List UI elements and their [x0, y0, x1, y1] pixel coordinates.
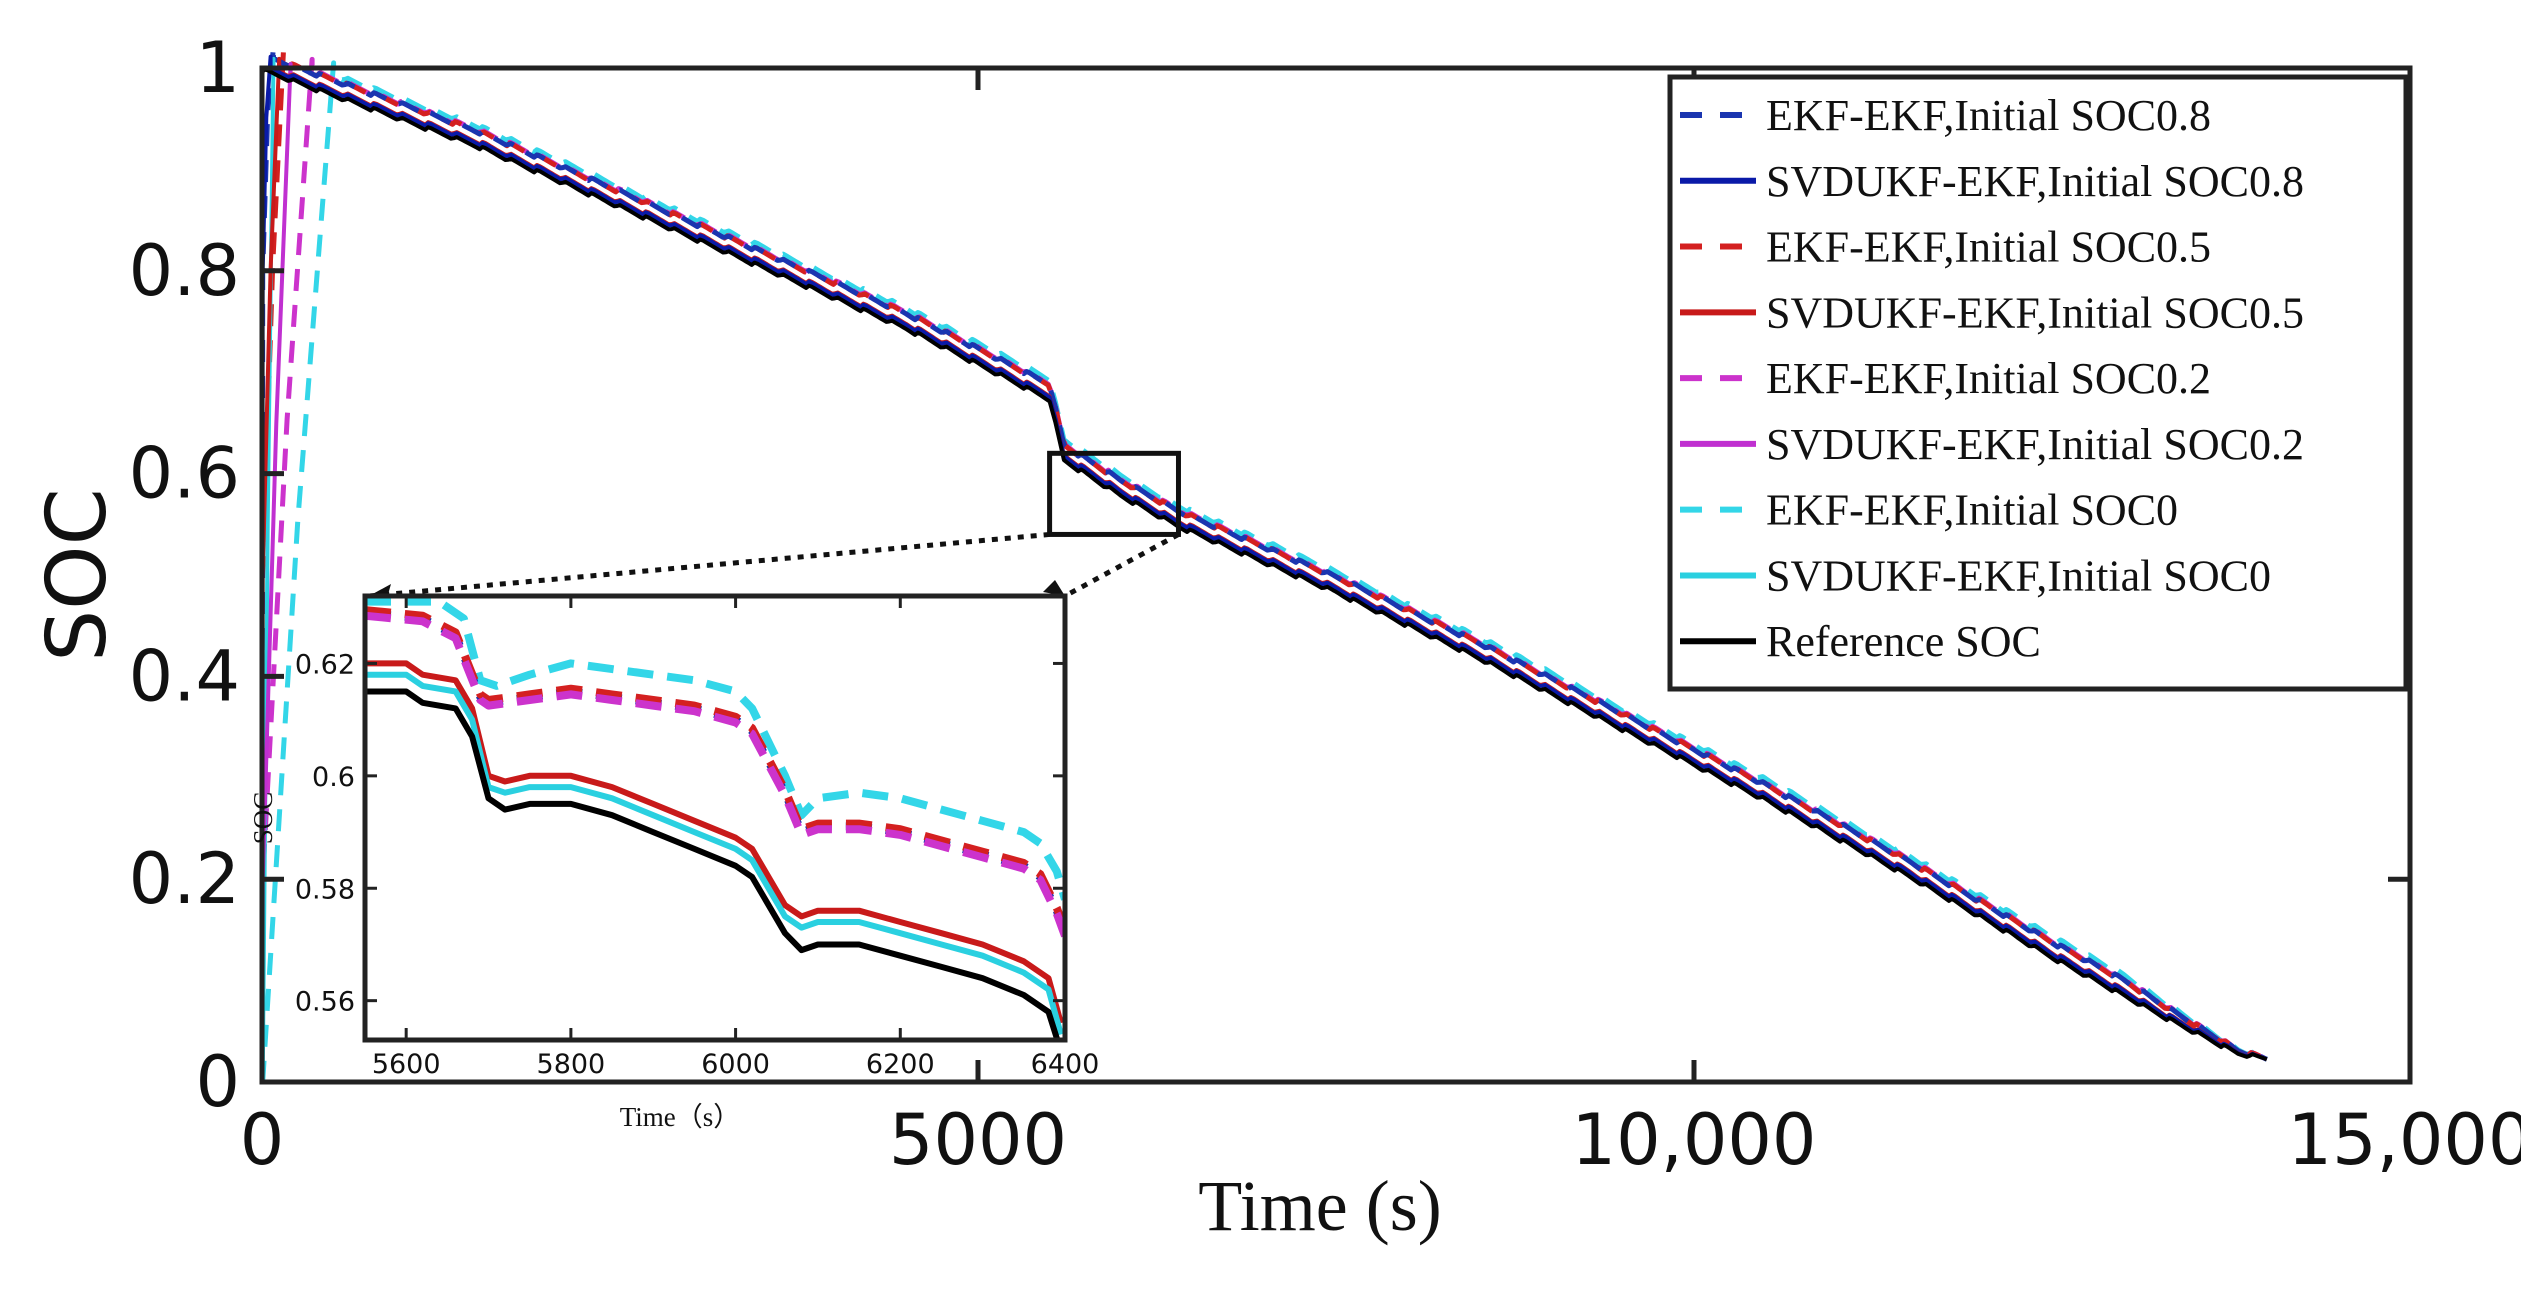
- inset-y-tick-label: 0.56: [295, 987, 355, 1018]
- y-tick-label: 0.8: [129, 230, 240, 312]
- legend-label-svdukf-ekf-initial-soc0-2: SVDUKF-EKF,Initial SOC0.2: [1766, 420, 2304, 469]
- series-line-svdukf-ekf-initial-soc0-8: [260, 54, 2268, 1083]
- main-axes: 0 5000 10,000 15,000 0 0.2 0.4 0.6 0.8 1 SOC Time (…: [30, 27, 2521, 1246]
- series-line-reference-soc: [260, 67, 2268, 1062]
- legend-label-svdukf-ekf-initial-soc0-5: SVDUKF-EKF,Initial SOC0.5: [1766, 288, 2304, 337]
- legend-label-ekf-ekf-initial-soc0: EKF-EKF,Initial SOC0: [1766, 486, 2178, 535]
- inset-y-tick-label: 0.58: [295, 874, 355, 905]
- x-tick-label: 5000: [889, 1099, 1067, 1181]
- y-tick-label: 0.2: [129, 838, 240, 920]
- x-tick-label: 15,000: [2288, 1099, 2521, 1181]
- inset-frame: [362, 593, 1068, 1043]
- legend-label-reference-soc: Reference SOC: [1766, 617, 2041, 666]
- inset-line-ekf-ekf-initial-soc0-5: [365, 606, 1065, 932]
- x-axis-title: Time (s): [1198, 1166, 1441, 1246]
- inset-y-axis-title: SOC: [248, 792, 278, 845]
- zoom-connector-right: [1063, 532, 1180, 599]
- inset-line-ekf-ekf-initial-soc0: [365, 597, 1065, 901]
- inset-x-axis-title: Time（s）: [620, 1102, 741, 1132]
- inset-x-tick-label: 6000: [701, 1049, 770, 1080]
- y-tick-label: 0: [195, 1041, 240, 1123]
- legend-label-ekf-ekf-initial-soc0-5: EKF-EKF,Initial SOC0.5: [1766, 223, 2211, 272]
- inset-curves: [365, 597, 1065, 1040]
- inset-chart: 5600 5800 6000 6200 6400 0.56 0.58 0.6 0.62 SOC Ti…: [248, 593, 1100, 1132]
- legend-label-svdukf-ekf-initial-soc0-8: SVDUKF-EKF,Initial SOC0.8: [1766, 157, 2304, 206]
- y-tick-label: 0.6: [129, 433, 240, 515]
- inset-y-tick-label: 0.62: [295, 649, 355, 680]
- zoom-arrowhead-right: [1043, 580, 1065, 596]
- series-line-ekf-ekf-initial-soc0-8: [259, 44, 2268, 1083]
- legend-label-ekf-ekf-initial-soc0-8: EKF-EKF,Initial SOC0.8: [1766, 91, 2211, 140]
- inset-x-tick-label: 6200: [866, 1049, 935, 1080]
- x-tick-label: 0: [240, 1099, 285, 1181]
- zoom-rectangle: [1047, 450, 1181, 537]
- legend-label-ekf-ekf-initial-soc0-2: EKF-EKF,Initial SOC0.2: [1766, 354, 2211, 403]
- inset-x-tick-label: 5800: [537, 1049, 606, 1080]
- inset-x-tick-label: 5600: [372, 1049, 441, 1080]
- inset-x-tick-label: 6400: [1031, 1049, 1100, 1080]
- inset-line-ekf-ekf-initial-soc0-2: [365, 611, 1065, 938]
- legend-box: [1667, 74, 2409, 692]
- zoom-connector-left: [368, 531, 1050, 599]
- main-series-group: [259, 44, 2268, 1085]
- x-tick-label: 10,000: [1572, 1099, 1817, 1181]
- y-tick-label: 1: [195, 27, 240, 109]
- legend: EKF-EKF,Initial SOC0.8 SVDUKF-EKF,Initial…: [1667, 74, 2409, 692]
- inset-line-svdukf-ekf-initial-soc0-5: [365, 660, 1064, 1024]
- y-axis-title: SOC: [30, 488, 125, 662]
- plot-frame: [259, 65, 2413, 1085]
- legend-label-svdukf-ekf-initial-soc0: SVDUKF-EKF,Initial SOC0: [1766, 551, 2271, 600]
- inset-y-tick-label: 0.6: [312, 762, 355, 793]
- inset-line-reference-soc: [365, 688, 1061, 1040]
- inset-line-svdukf-ekf-initial-soc0: [365, 671, 1064, 1036]
- series-line-ekf-ekf-initial-soc0: [260, 60, 2268, 1085]
- y-tick-label: 0.4: [129, 635, 240, 717]
